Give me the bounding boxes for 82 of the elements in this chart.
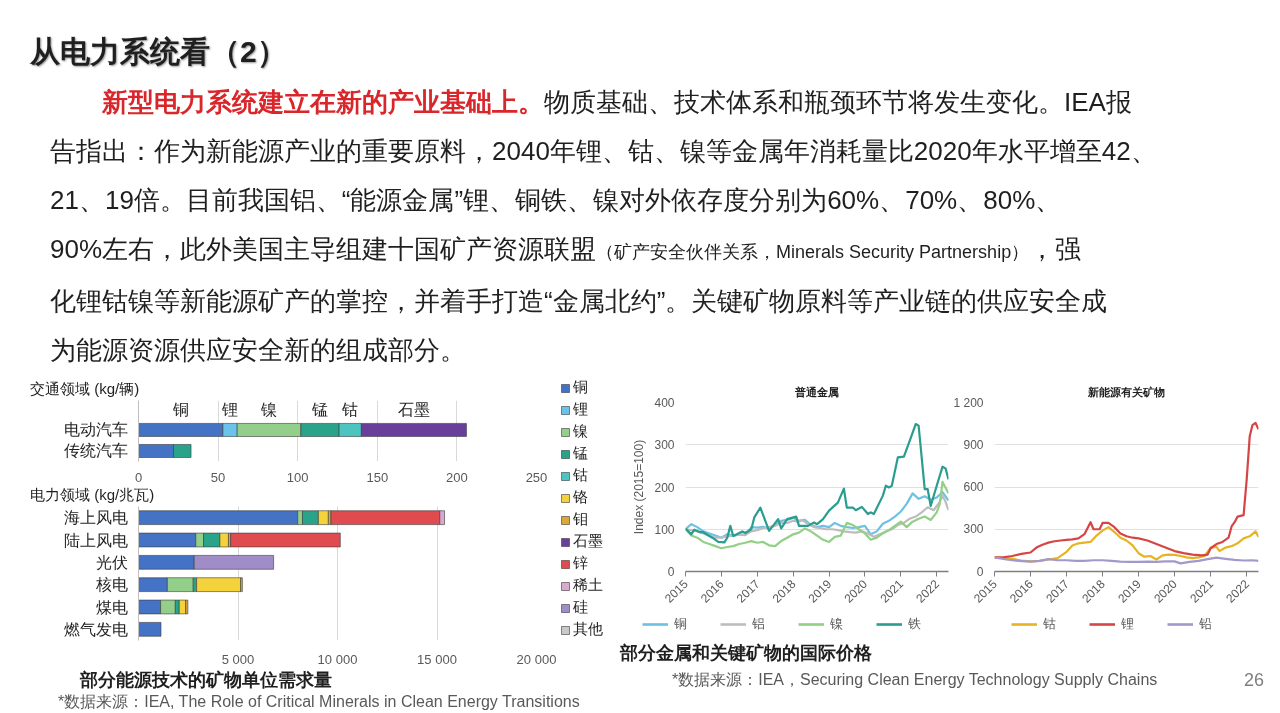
- x-tick-label: 250: [525, 469, 548, 485]
- y-tick-label: 100: [654, 522, 675, 537]
- text: 90%左右，此外美国主导组建十国矿产资源联盟: [50, 233, 597, 266]
- bar: [196, 577, 241, 592]
- x-tick-label: 0: [134, 469, 143, 485]
- text: *数据来源：IEA，Securing Clean Energy Technology Supply Chains: [672, 671, 1158, 688]
- y-tick-label: 400: [654, 396, 675, 410]
- y-tick-label: 电动汽车: [63, 421, 128, 439]
- bar: [330, 510, 441, 525]
- x-tick-label: 50: [210, 469, 226, 485]
- bar: [230, 532, 341, 548]
- y-tick-label: 300: [654, 438, 675, 453]
- series-label: 钴: [341, 401, 359, 419]
- x-tick-label: 200: [446, 469, 468, 485]
- bar: [138, 510, 298, 525]
- text: 为能源资源供应安全新的组成部分。: [50, 334, 466, 367]
- x-tick-label: 15 000: [417, 651, 457, 667]
- series-label: 铜: [171, 401, 189, 419]
- legend-label: 稀土: [573, 576, 603, 595]
- y-tick-label: 海上风电: [63, 509, 128, 527]
- legend-label: 其他: [573, 620, 603, 639]
- series-label: 镍: [260, 401, 278, 419]
- text: 部分金属和关键矿物的国际价格: [620, 642, 872, 665]
- legend-label: 石墨: [573, 532, 603, 551]
- y-axis-title: 电力领域 (kg/兆瓦): [29, 485, 155, 505]
- legend-label: 钼: [573, 510, 589, 529]
- y-tick-label: 300: [963, 522, 984, 537]
- bar: [178, 599, 186, 615]
- text: 物质基础、技术体系和瓶颈环节将发生变化。IEA报: [544, 86, 1132, 119]
- x-tick-label: 10 000: [317, 651, 358, 667]
- x-tick-label: 100: [286, 469, 309, 485]
- y-tick-label: 核电: [94, 576, 128, 594]
- line-series: [685, 480, 949, 550]
- line-series: [994, 421, 1259, 559]
- text: ，强: [1029, 233, 1082, 266]
- text: 部分能源技术的矿物单位需求量: [79, 669, 332, 691]
- series-label: 锰: [310, 401, 328, 419]
- y-axis-title: 交通领域 (kg/辆): [29, 379, 140, 399]
- legend-label: 钴: [1043, 615, 1057, 633]
- y-tick-label: 煤电: [95, 598, 128, 616]
- y-tick-label: 燃气发电: [63, 620, 128, 638]
- y-tick-label: 1 200: [953, 395, 984, 410]
- chart-title: 新能源有关矿物: [1087, 385, 1165, 398]
- legend-label: 铁: [908, 615, 922, 633]
- y-tick-label: 0: [667, 565, 675, 579]
- text: 26: [1243, 669, 1264, 692]
- legend-label: 铝: [752, 615, 766, 633]
- y-tick-label: 光伏: [95, 553, 128, 571]
- y-tick-label: 900: [963, 437, 984, 452]
- legend-label: 锂: [573, 400, 589, 419]
- legend-label: 锂: [1121, 615, 1135, 633]
- legend-label: 铅: [1199, 615, 1213, 633]
- y-tick-label: 0: [976, 564, 984, 579]
- legend-label: 钴: [573, 466, 589, 485]
- series-label: 锂: [221, 401, 239, 419]
- x-tick-label: 150: [366, 469, 389, 485]
- legend-label: 锌: [573, 554, 589, 573]
- y-axis-title: Index (2015=100): [632, 439, 647, 535]
- y-tick-label: 陆上风电: [63, 531, 128, 549]
- text: 21、19倍。目前我国铝、“能源金属”锂、铜铁、镍对外依存度分别为60%、70%、80%、: [50, 184, 1062, 217]
- legend-label: 镍: [830, 615, 844, 633]
- text: *数据来源：IEA, The Role of Critical Minerals in Clean Energy Transitions: [57, 692, 580, 712]
- text: 从电力系统看（2）: [29, 34, 288, 70]
- y-tick-label: 200: [654, 480, 675, 495]
- chart-title: 普通金属: [794, 385, 839, 398]
- legend-label: 锰: [573, 444, 589, 463]
- line-series: [685, 422, 949, 544]
- bar: [138, 622, 162, 637]
- text: 告指出：作为新能源产业的重要原料，2040年锂、钴、镍等金属年消耗量比2020年水平增至42、: [50, 135, 1157, 168]
- legend-label: 铬: [573, 488, 589, 507]
- y-tick-label: 传统汽车: [63, 442, 128, 460]
- legend-label: 铜: [573, 378, 589, 397]
- legend-label: 硅: [573, 598, 589, 617]
- x-tick-label: 20 000: [516, 651, 557, 667]
- text: （矿产安全伙伴关系，Minerals Security Partnership）: [596, 241, 1030, 264]
- text: 化锂钴镍等新能源矿产的掌控，并着手打造“金属北约”。关键矿物原料等产业链的供应安全成: [50, 285, 1108, 318]
- text: 新型电力系统建立在新的产业基础上。: [102, 86, 544, 119]
- x-tick-label: 5 000: [221, 651, 255, 667]
- y-tick-label: 600: [963, 480, 984, 494]
- legend-label: 铜: [674, 615, 688, 633]
- legend-label: 镍: [573, 422, 589, 441]
- series-label: 石墨: [397, 401, 430, 419]
